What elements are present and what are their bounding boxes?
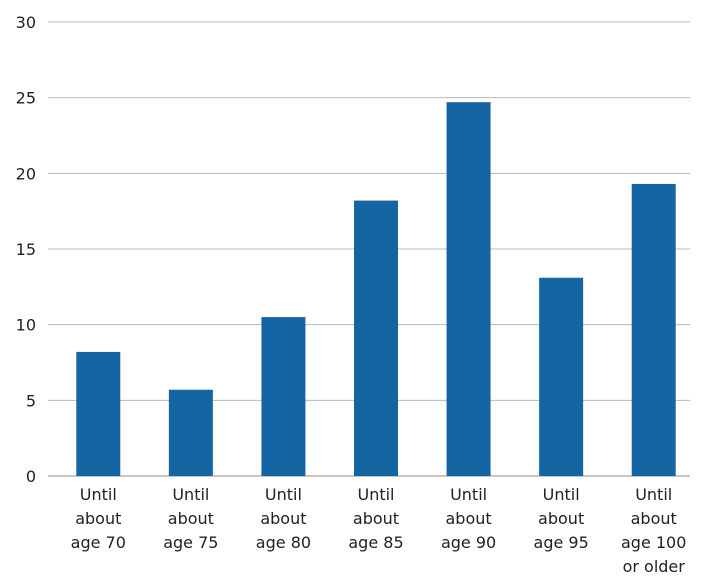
x-category-label-line: age 70: [71, 533, 126, 552]
y-tick-label: 0: [26, 467, 36, 486]
x-category-label-line: about: [353, 509, 399, 528]
x-category-label-line: age 75: [163, 533, 218, 552]
y-tick-label: 10: [16, 316, 36, 335]
x-category-label-line: about: [75, 509, 121, 528]
x-category-label-line: Until: [265, 485, 302, 504]
y-tick-label: 20: [16, 164, 36, 183]
x-axis-labels: Until about age 70 Until about age 75 Until abo…: [71, 485, 687, 576]
x-category-label-line: age 85: [348, 533, 403, 552]
bar: [446, 102, 491, 476]
y-tick-label: 5: [26, 391, 36, 410]
x-category-label-line: age 80: [256, 533, 311, 552]
bar: [261, 317, 306, 476]
bar: [354, 200, 398, 476]
y-tick-label: 30: [16, 13, 36, 32]
x-category-label-line: Until: [450, 485, 487, 504]
x-category-label-line: age 95: [534, 533, 589, 552]
x-category-label-line: Until: [172, 485, 209, 504]
bars: [76, 102, 676, 476]
x-category-label-line: about: [168, 509, 214, 528]
bar: [631, 183, 676, 476]
x-category-label: Until about age 95: [534, 485, 589, 552]
y-axis-ticks: 0 5 10 15 20 25 30: [16, 13, 36, 486]
x-category-label-line: Until: [543, 485, 580, 504]
bar: [168, 389, 213, 476]
bar: [76, 351, 121, 476]
x-category-label: Until about age 100 or older: [621, 485, 686, 576]
x-category-label: Until about age 85: [348, 485, 403, 552]
x-category-label-line: about: [445, 509, 491, 528]
x-category-label: Until about age 75: [163, 485, 218, 552]
x-category-label-line: Until: [80, 485, 117, 504]
x-category-label-line: about: [538, 509, 584, 528]
x-category-label: Until about age 90: [441, 485, 496, 552]
x-category-label-line: Until: [357, 485, 394, 504]
y-tick-label: 15: [16, 240, 36, 259]
x-category-label-line: about: [260, 509, 306, 528]
x-category-label: Until about age 70: [71, 485, 126, 552]
y-tick-label: 25: [16, 89, 36, 108]
x-category-label-line: age 90: [441, 533, 496, 552]
x-category-label-line: Until: [635, 485, 672, 504]
bar: [539, 277, 584, 476]
x-category-label: Until about age 80: [256, 485, 311, 552]
x-category-label-line: or older: [623, 557, 686, 576]
x-category-label-line: about: [631, 509, 677, 528]
x-category-label-line: age 100: [621, 533, 686, 552]
